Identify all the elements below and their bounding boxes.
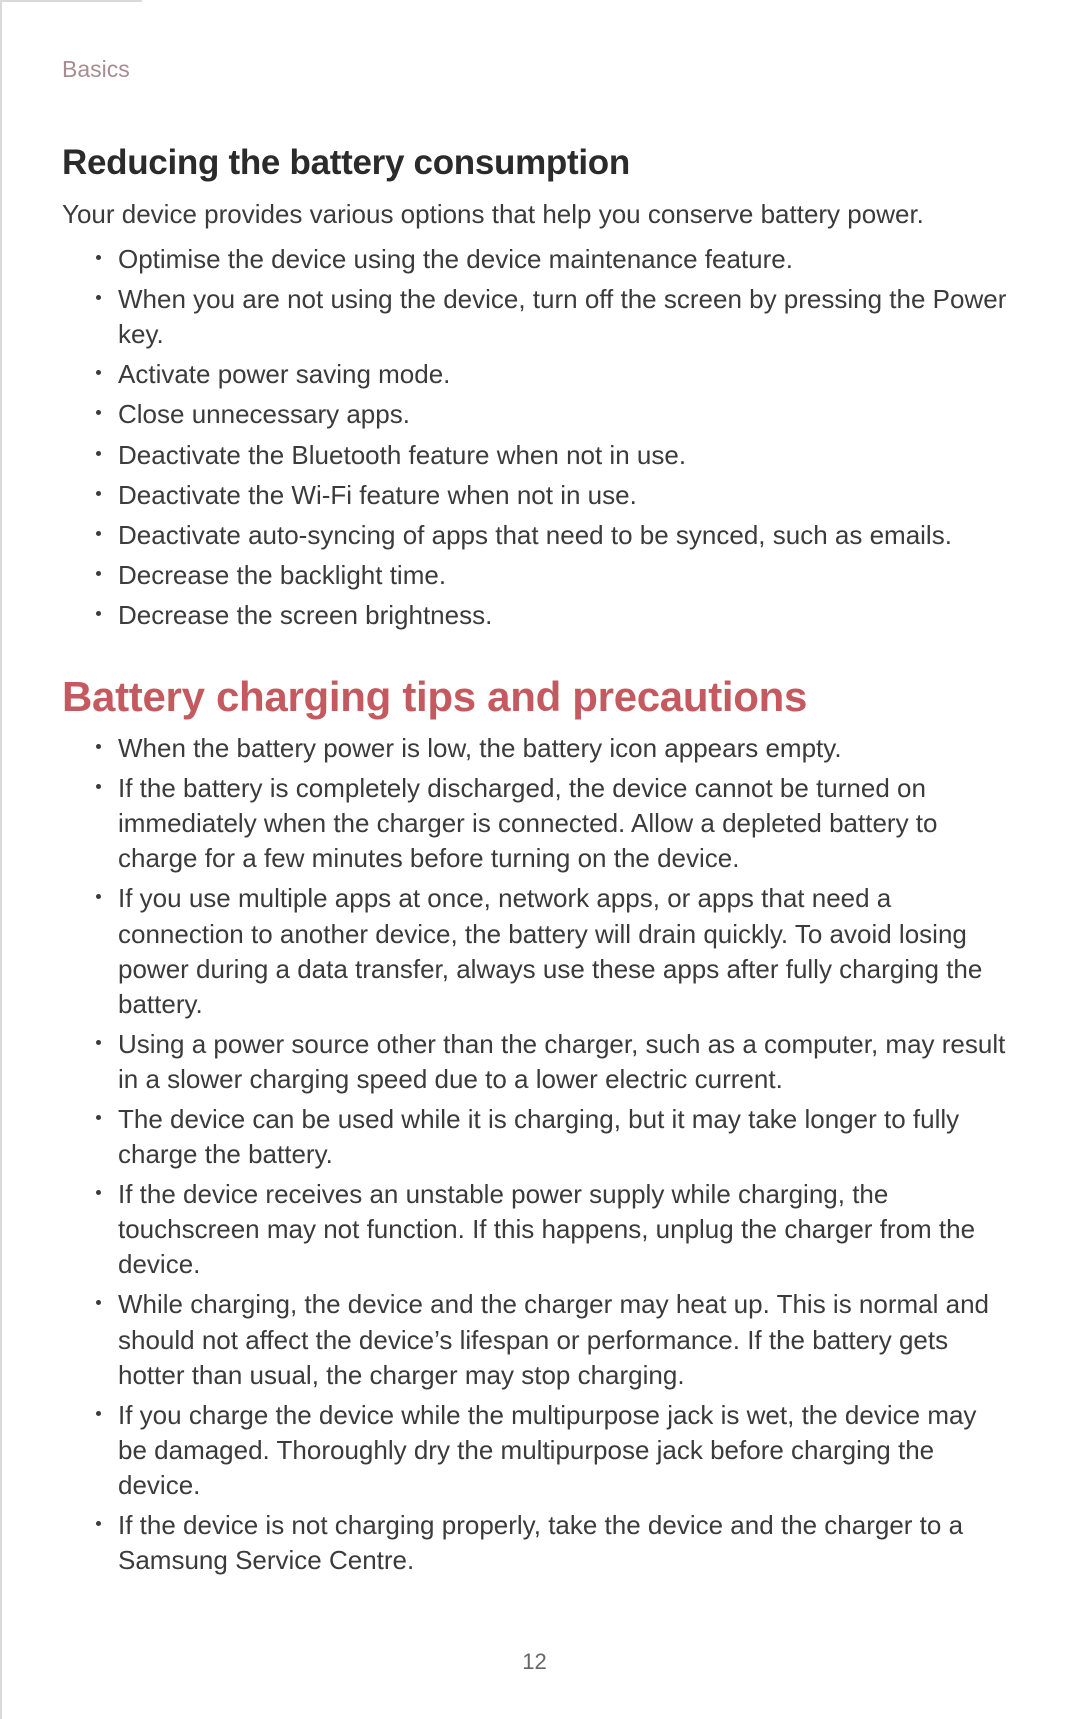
section1-intro: Your device provides various options tha… [62,197,1007,232]
list-item: Deactivate the Bluetooth feature when no… [96,438,1007,473]
section1-bullets: Optimise the device using the device mai… [62,242,1007,633]
list-item: Optimise the device using the device mai… [96,242,1007,277]
list-item: Decrease the screen brightness. [96,598,1007,633]
list-item: Activate power saving mode. [96,357,1007,392]
list-item: When you are not using the device, turn … [96,282,1007,352]
list-item: If the battery is completely discharged,… [96,771,1007,876]
list-item: If the device receives an unstable power… [96,1177,1007,1282]
list-item: Using a power source other than the char… [96,1027,1007,1097]
breadcrumb: Basics [62,56,1007,83]
section-heading-reducing: Reducing the battery consumption [62,143,1007,183]
list-item: While charging, the device and the charg… [96,1287,1007,1392]
list-item: Deactivate the Wi-Fi feature when not in… [96,478,1007,513]
section-heading-charging-tips: Battery charging tips and precautions [62,673,1007,721]
list-item: If the device is not charging properly, … [96,1508,1007,1578]
list-item: If you charge the device while the multi… [96,1398,1007,1503]
list-item: Close unnecessary apps. [96,397,1007,432]
section2-bullets: When the battery power is low, the batte… [62,731,1007,1578]
list-item: The device can be used while it is charg… [96,1102,1007,1172]
list-item: When the battery power is low, the batte… [96,731,1007,766]
list-item: If you use multiple apps at once, networ… [96,881,1007,1021]
list-item: Deactivate auto-syncing of apps that nee… [96,518,1007,553]
list-item: Decrease the backlight time. [96,558,1007,593]
page-number: 12 [2,1649,1067,1675]
document-page: Basics Reducing the battery consumption … [0,0,1067,1719]
